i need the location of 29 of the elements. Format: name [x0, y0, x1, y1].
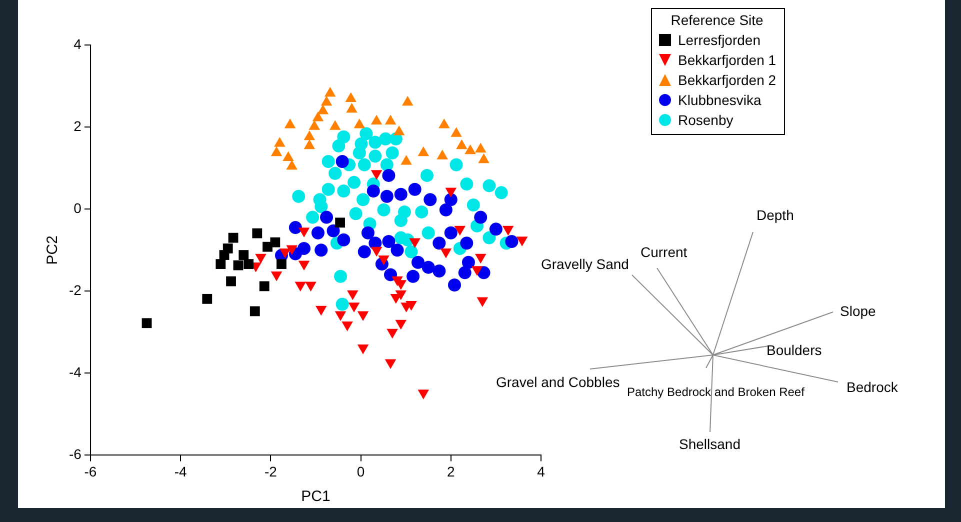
y-tick-label: -6: [68, 446, 82, 462]
x-tick-label: 4: [537, 463, 546, 480]
x-tick-label: -2: [264, 463, 278, 480]
text: Bedrock: [846, 379, 898, 395]
legend-title: Reference Site: [670, 12, 764, 28]
x-tick-label: 0: [356, 463, 365, 480]
annotation: Gravelly Sand: [541, 256, 629, 272]
y-tick-label: 0: [74, 200, 82, 216]
annotation: Gravel and Cobbles: [496, 374, 620, 390]
legend-label: Rosenby: [678, 112, 734, 128]
text: Current: [640, 244, 688, 260]
legend-label: Lerresfjorden: [678, 32, 760, 48]
y-tick-label: 2: [74, 118, 82, 134]
y-tick-label: -2: [68, 282, 82, 298]
x-tick-label: -4: [174, 463, 187, 480]
x-tick-label: 2: [446, 463, 455, 480]
y-tick-label: 4: [74, 36, 82, 52]
x-axis-title: PC1: [301, 488, 330, 506]
legend-label: Bekkarfjorden 2: [678, 72, 776, 88]
text: Patchy Bedrock and Broken Reef: [627, 385, 804, 399]
legend-label: Bekkarfjorden 1: [678, 52, 776, 68]
text: Shellsand: [679, 436, 740, 452]
y-tick-label: -4: [68, 364, 82, 380]
text: Slope: [840, 303, 876, 319]
text: Boulders: [766, 342, 822, 358]
text: Depth: [756, 207, 794, 223]
x-tick-label: -6: [84, 463, 97, 480]
y-axis-title: PC2: [44, 236, 62, 265]
legend-label: Klubbnesvika: [678, 92, 762, 108]
